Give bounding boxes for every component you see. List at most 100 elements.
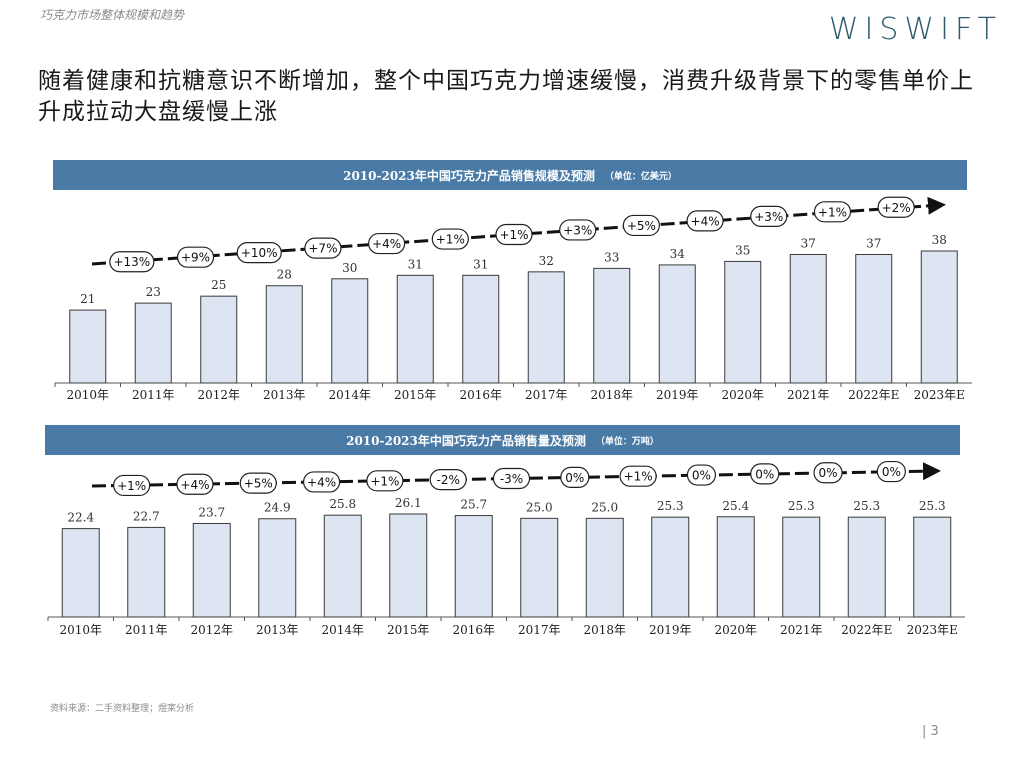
chart-1-category-label: 2023年E xyxy=(914,388,965,402)
chart-1-growth-label: +1% xyxy=(499,228,528,242)
chart-1-growth-bubble xyxy=(236,242,282,264)
chart-2-growth-label: +1% xyxy=(117,479,146,493)
chart-1-growth-bubble xyxy=(813,201,852,223)
chart-2-bar xyxy=(716,516,755,618)
chart-1-category-label: 2019年 xyxy=(656,388,699,402)
chart-2-growth-label: 0% xyxy=(692,469,711,483)
chart-2-growth-label: 0% xyxy=(819,466,838,480)
chart-2-growth-label: +5% xyxy=(244,477,273,491)
chart-2-growth-label: +1% xyxy=(370,474,399,488)
chart-1-bar xyxy=(200,295,238,384)
chart-2-category-label: 2017年 xyxy=(518,623,561,637)
chart-1-data-label: 34 xyxy=(670,247,686,261)
chart-1-data-label: 35 xyxy=(735,243,750,257)
chart-1-data-label: 37 xyxy=(866,236,881,250)
chart-2-data-label: 25.3 xyxy=(919,499,946,513)
chart-2-growth-bubble xyxy=(813,462,843,484)
chart-2-growth-label: +4% xyxy=(307,475,336,489)
chart-1-data-label: 32 xyxy=(539,254,554,268)
chart-1-bar xyxy=(789,253,827,384)
chart-1-growth-bubble xyxy=(559,219,597,241)
chart-2-title: 2010-2023年中国巧克力产品销售量及预测 xyxy=(346,433,586,448)
chart-1-data-label: 38 xyxy=(932,233,947,247)
chart-2-data-label: 25.3 xyxy=(657,499,684,513)
chart-1-data-label: 33 xyxy=(604,250,619,264)
chart-1-growth-bubble xyxy=(495,223,533,246)
chart-2-bar xyxy=(454,515,493,618)
chart-1-bar xyxy=(527,271,565,384)
chart-2-growth-label: 0% xyxy=(565,471,584,485)
chart-2-growth-bubble xyxy=(876,460,906,483)
chart-2-growth-label: -3% xyxy=(500,472,523,486)
chart-1-growth-label: +3% xyxy=(754,210,783,224)
chart-2-growth-bubble xyxy=(429,469,467,491)
chart-1-bar xyxy=(724,260,762,384)
chart-1-growth-label: +3% xyxy=(563,223,592,237)
chart-1-data-label: 30 xyxy=(342,261,357,275)
chart-2-bar xyxy=(913,516,952,618)
chart-2-growth-bubble xyxy=(176,473,214,495)
chart-1-category-label: 2010年 xyxy=(66,388,109,402)
page-headline: 随着健康和抗糖意识不断增加，整个中国巧克力增速缓慢，消费升级背景下的零售单价上升… xyxy=(38,68,974,125)
chart-2-bar xyxy=(258,518,297,618)
chart-1-growth-bubble xyxy=(304,237,342,259)
chart-1-bar xyxy=(658,264,696,384)
chart-2-unit: （单位：万吨） xyxy=(595,436,659,447)
chart-1-data-label: 37 xyxy=(801,236,816,250)
chart-2-growth-bubble xyxy=(239,472,277,494)
chart-1-title: 2010-2023年中国巧克力产品销售规模及预测 xyxy=(343,168,595,183)
chart-2-growth-bubble xyxy=(560,466,590,488)
chart-2-bar xyxy=(651,516,690,618)
chart-2-growth-bubble xyxy=(619,465,657,487)
chart-2-data-label: 25.3 xyxy=(853,499,880,513)
chart-1-category-label: 2018年 xyxy=(590,388,633,402)
chart-2-category-label: 2022年E xyxy=(841,623,892,637)
chart-2-bar xyxy=(323,514,362,618)
source-note: 资料来源：二手资料整理；煜寀分析 xyxy=(50,704,195,714)
chart-1-bar xyxy=(265,285,303,384)
chart-2-bar xyxy=(127,526,166,618)
chart-1-category-label: 2022年E xyxy=(848,388,899,402)
chart-2-bar xyxy=(61,528,100,618)
chart-2-growth-label: 0% xyxy=(755,467,774,481)
chart-2-bar xyxy=(585,517,624,618)
chart-2-growth-label: -2% xyxy=(437,473,460,487)
chart-1-growth-bubble xyxy=(431,228,469,250)
chart-1-growth-label: +10% xyxy=(241,246,278,260)
chart-2-category-label: 2013年 xyxy=(256,623,299,637)
chart-1-category-label: 2011年 xyxy=(132,388,175,402)
chart-2-category-label: 2018年 xyxy=(583,623,626,637)
chart-2-growth-bubble xyxy=(302,471,341,493)
chart-2-growth-bubble xyxy=(686,464,717,486)
chart-1-data-label: 31 xyxy=(473,257,488,271)
chart-2-data-label: 24.9 xyxy=(264,501,291,515)
brand-logo: WISWIFT xyxy=(828,12,1002,47)
chart-1-growth-label: +4% xyxy=(372,237,401,251)
chart-2-category-label: 2019年 xyxy=(649,623,692,637)
chart-1-data-label: 23 xyxy=(146,285,161,299)
chart-1-growth-label: +2% xyxy=(882,201,911,215)
chart-1-bar xyxy=(331,278,369,384)
chart-2-data-label: 25.0 xyxy=(526,500,553,514)
chart-1-bar xyxy=(593,267,631,384)
chart-2-category-label: 2021年 xyxy=(780,623,823,637)
chart-2-growth-bubble xyxy=(750,463,780,485)
chart-2-growth-label: +4% xyxy=(180,478,209,492)
chart-1-growth-label: +4% xyxy=(691,214,720,228)
chart-2-data-label: 23.7 xyxy=(198,505,225,519)
chart-1-growth-label: +1% xyxy=(818,205,847,219)
chart-1-bar xyxy=(69,309,107,384)
chart-2-bar xyxy=(520,517,559,618)
section-title: 巧克力市场整体规模和趋势 xyxy=(40,8,185,22)
chart-1-data-label: 25 xyxy=(211,278,226,292)
chart-1-growth-bubble xyxy=(176,246,215,268)
chart-1-bar xyxy=(855,253,893,384)
chart-1-bar xyxy=(396,274,434,384)
chart-1-growth-bubble xyxy=(750,205,788,227)
chart-2-bar xyxy=(192,522,231,618)
chart-2-data-label: 26.1 xyxy=(395,496,422,510)
chart-1-growth-label: +9% xyxy=(181,251,210,265)
chart-1-category-label: 2017年 xyxy=(525,388,568,402)
chart-1-bar xyxy=(134,302,172,384)
